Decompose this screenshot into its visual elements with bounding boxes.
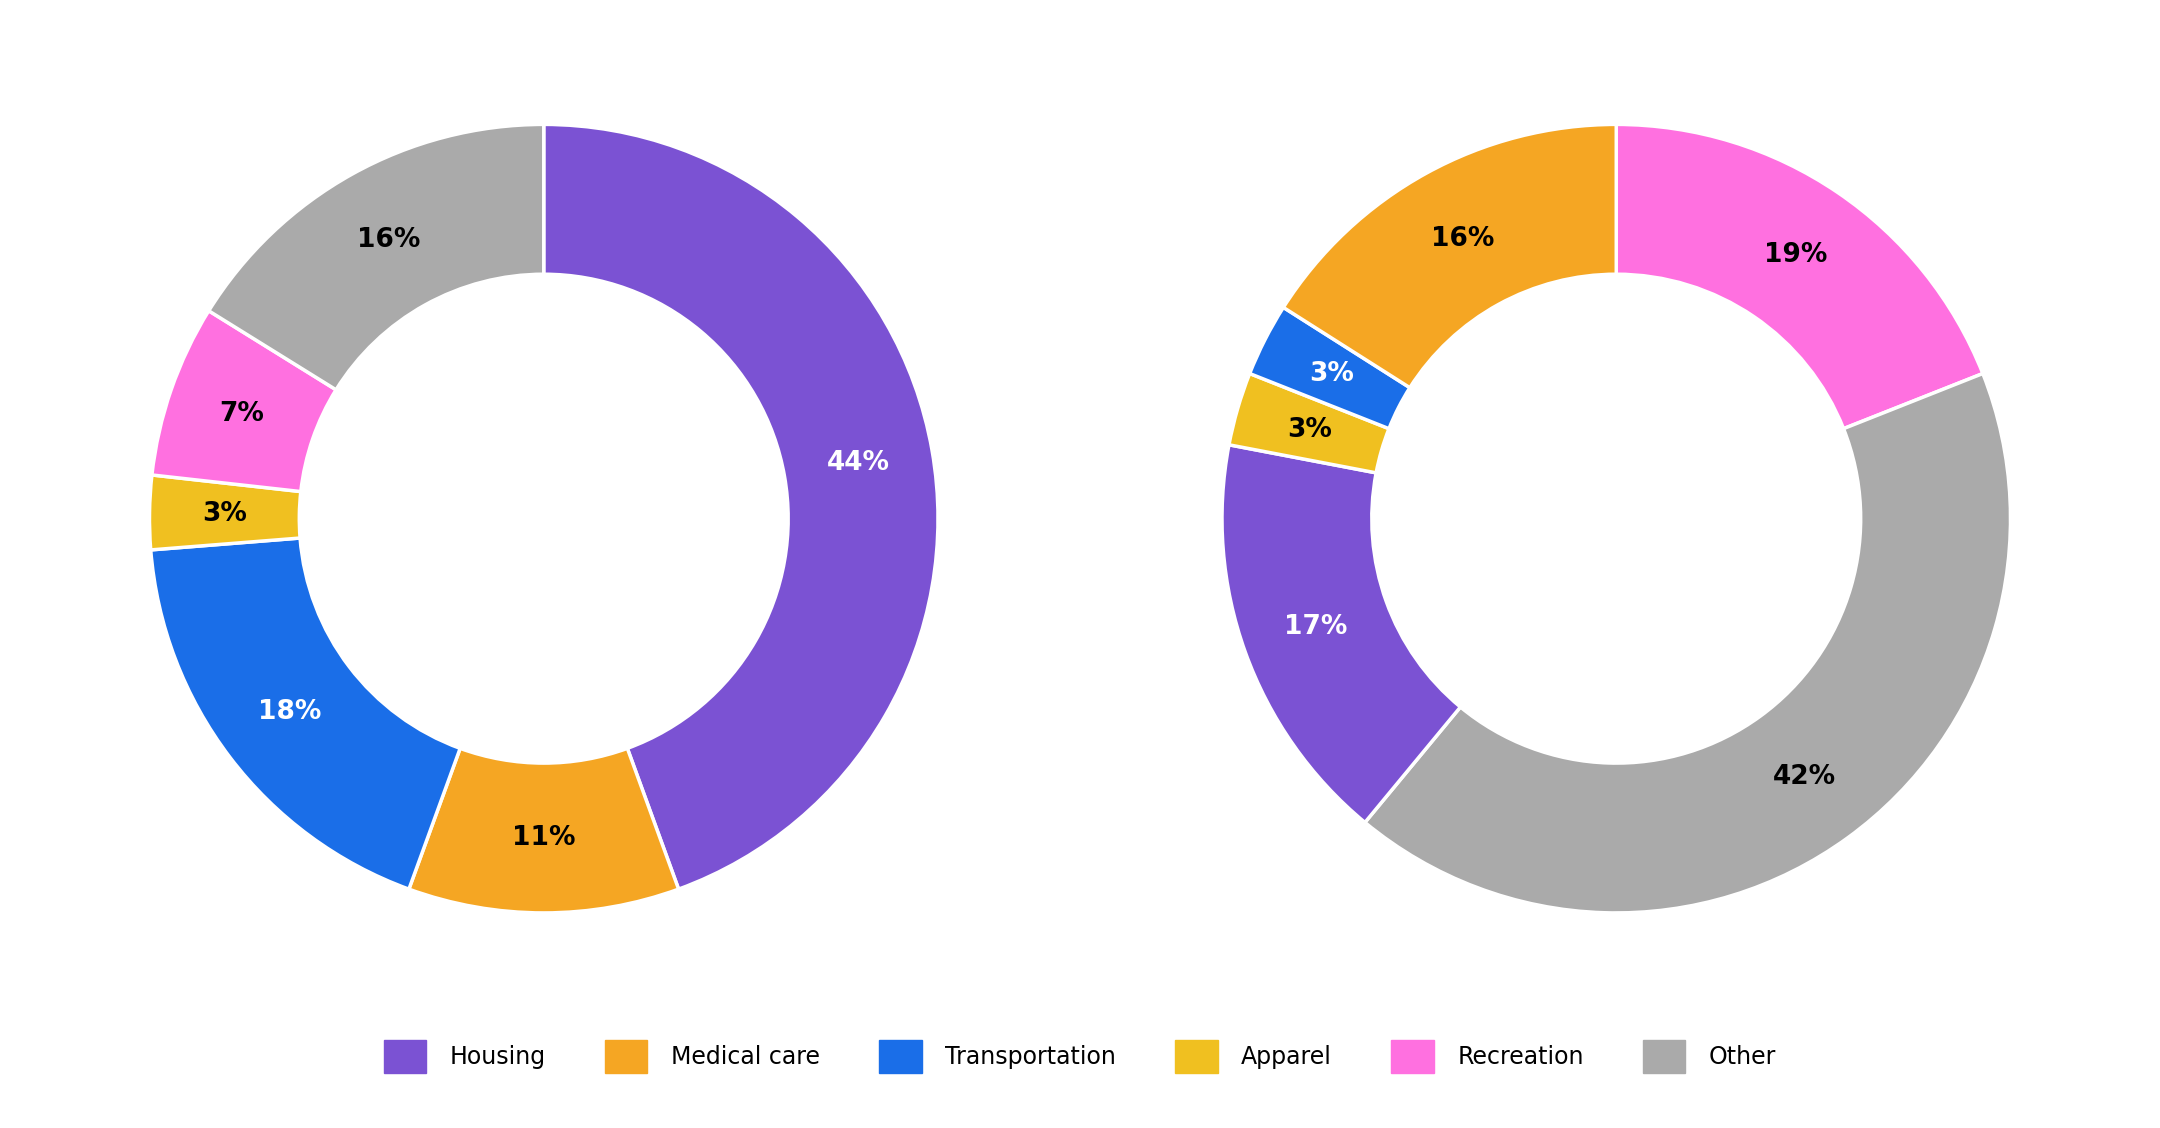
Text: 16%: 16% <box>356 227 421 253</box>
Wedge shape <box>1365 373 2011 913</box>
Text: 42%: 42% <box>1773 764 1836 790</box>
Text: 44%: 44% <box>827 450 890 476</box>
Text: 7%: 7% <box>220 402 264 428</box>
Text: 3%: 3% <box>1287 416 1333 442</box>
Text: 3%: 3% <box>1309 361 1354 387</box>
Wedge shape <box>151 538 460 889</box>
Text: 17%: 17% <box>1283 614 1348 640</box>
Legend: Housing, Medical care, Transportation, Apparel, Recreation, Other: Housing, Medical care, Transportation, A… <box>374 1030 1786 1083</box>
Wedge shape <box>1251 308 1410 429</box>
Text: 3%: 3% <box>203 501 246 527</box>
Wedge shape <box>544 124 937 889</box>
Wedge shape <box>1223 444 1460 822</box>
Wedge shape <box>210 124 544 390</box>
Text: 18%: 18% <box>257 699 322 725</box>
Wedge shape <box>1229 373 1389 473</box>
Text: 11%: 11% <box>512 825 575 851</box>
Text: 19%: 19% <box>1765 241 1827 267</box>
Text: 16%: 16% <box>1430 226 1495 252</box>
Wedge shape <box>1283 124 1616 388</box>
Wedge shape <box>1616 124 1983 429</box>
Wedge shape <box>408 748 678 913</box>
Wedge shape <box>149 475 300 550</box>
Wedge shape <box>151 311 337 492</box>
